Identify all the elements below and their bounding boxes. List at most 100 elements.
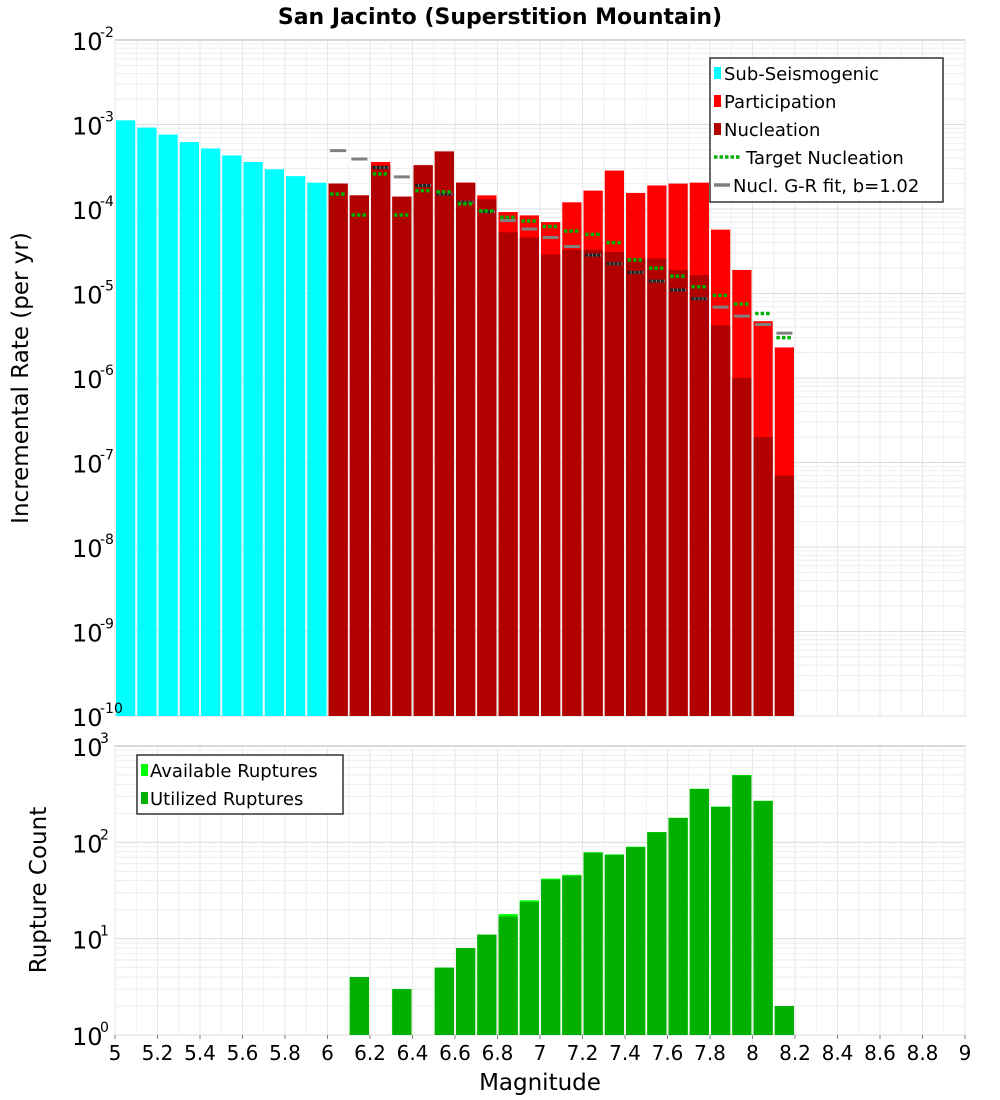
rate-y-tick-exponent: -4 (100, 194, 114, 210)
legend-label-nucleation: Nucleation (724, 120, 820, 141)
legend-label-utilized: Utilized Ruptures (150, 789, 303, 810)
bar-nucleation (711, 325, 731, 716)
bar-utilized-ruptures (711, 806, 731, 1035)
count-bars (349, 774, 794, 1035)
bar-sub-seismogenic (307, 182, 327, 716)
rate-y-tick-exponent: -9 (100, 617, 114, 633)
rate-legend-box (709, 57, 944, 203)
bar-utilized-ruptures (753, 801, 773, 1035)
legend-label-sub-seismogenic: Sub-Seismogenic (724, 64, 879, 85)
rate-y-tick-label: 10 (72, 28, 103, 56)
rate-y-tick-label: 10 (72, 113, 103, 141)
count-y-tick-exponent: 1 (100, 924, 109, 940)
x-tick-label: 6.8 (482, 1041, 514, 1065)
bar-utilized-ruptures (583, 852, 603, 1035)
x-tick-label: 7.8 (694, 1041, 726, 1065)
rate-y-tick-exponent: -10 (100, 701, 123, 717)
legend-swatch-available (141, 764, 148, 776)
bar-nucleation (604, 251, 624, 717)
x-tick-label: 8.6 (864, 1041, 896, 1065)
bar-utilized-ruptures (519, 902, 539, 1035)
bar-nucleation (562, 249, 582, 716)
x-tick-label: 8.8 (907, 1041, 939, 1065)
bar-nucleation (689, 275, 709, 716)
x-tick-label: 8.4 (822, 1041, 854, 1065)
bar-utilized-ruptures (349, 977, 369, 1035)
x-tick-label: 6 (321, 1041, 334, 1065)
legend-label-participation: Participation (724, 92, 836, 113)
rate-y-tick-label: 10 (72, 451, 103, 479)
count-y-tick-label: 10 (72, 1023, 103, 1051)
rate-legend: Sub-Seismogenic Participation Nucleation… (709, 57, 944, 203)
bar-nucleation (349, 195, 369, 717)
bar-sub-seismogenic (116, 120, 136, 717)
legend-label-gr-fit: Nucl. G-R fit, b=1.02 (733, 176, 919, 197)
rate-y-tick-label: 10 (72, 282, 103, 310)
bar-nucleation (477, 199, 497, 717)
x-tick-label: 7.4 (609, 1041, 641, 1065)
bar-utilized-ruptures (498, 916, 518, 1035)
rate-y-tick-label: 10 (72, 197, 103, 225)
legend-swatch-nucleation (714, 123, 721, 135)
x-tick-label: 5.4 (184, 1041, 216, 1065)
x-tick-label: 6.4 (397, 1041, 429, 1065)
legend-label-available: Available Ruptures (150, 761, 318, 782)
count-y-tick-exponent: 0 (100, 1020, 109, 1036)
bar-utilized-ruptures (541, 879, 561, 1035)
x-tick-label: 7.6 (652, 1041, 684, 1065)
bar-utilized-ruptures (668, 817, 688, 1035)
count-y-tick-label: 10 (72, 734, 103, 762)
rate-y-tick-label: 10 (72, 366, 103, 394)
bar-sub-seismogenic (158, 134, 178, 716)
x-tick-label: 9 (959, 1041, 972, 1065)
bar-nucleation (498, 232, 518, 716)
bar-nucleation (668, 269, 688, 716)
bar-utilized-ruptures (434, 967, 454, 1035)
bar-utilized-ruptures (774, 1006, 794, 1035)
rate-y-tick-exponent: -3 (100, 110, 114, 126)
rate-y-tick-exponent: -5 (100, 279, 114, 295)
bar-nucleation (774, 475, 794, 716)
count-gridlines (114, 746, 966, 1036)
bar-nucleation (371, 165, 391, 717)
bar-utilized-ruptures (456, 948, 476, 1035)
bar-utilized-ruptures (392, 989, 412, 1035)
bar-nucleation (413, 165, 433, 717)
count-y-axis-label: Rupture Count (26, 807, 52, 973)
x-tick-label: 6.6 (439, 1041, 471, 1065)
count-legend: Available Ruptures Utilized Ruptures (136, 754, 344, 815)
bar-sub-seismogenic (201, 148, 221, 717)
x-tick-label: 7 (534, 1041, 547, 1065)
bar-nucleation (392, 196, 412, 717)
rate-y-axis-label: Incremental Rate (per yr) (8, 232, 34, 524)
rate-y-tick-label: 10 (72, 620, 103, 648)
bar-utilized-ruptures (626, 847, 646, 1035)
bar-nucleation (626, 258, 646, 716)
bar-sub-seismogenic (222, 155, 242, 716)
x-tick-label: 5 (109, 1041, 122, 1065)
rate-line-markers (330, 149, 793, 340)
rate-y-tick-exponent: -8 (100, 532, 114, 548)
count-y-tick-label: 10 (72, 927, 103, 955)
bar-nucleation (456, 182, 476, 716)
legend-label-target-nucleation: Target Nucleation (745, 148, 904, 169)
x-axis-label: Magnitude (479, 1070, 601, 1096)
chart-title: San Jacinto (Superstition Mountain) (278, 5, 722, 30)
rate-y-tick-exponent: -2 (100, 25, 114, 41)
bar-sub-seismogenic (264, 169, 284, 716)
legend-swatch-participation (714, 95, 721, 107)
bar-nucleation (753, 437, 773, 716)
count-legend-box (136, 754, 344, 815)
bar-sub-seismogenic (137, 127, 157, 716)
bar-nucleation (732, 378, 752, 716)
rate-y-tick-exponent: -6 (100, 363, 114, 379)
bar-utilized-ruptures (477, 934, 497, 1035)
x-tick-label: 8.2 (779, 1041, 811, 1065)
bar-nucleation (647, 258, 667, 716)
legend-swatch-utilized (141, 792, 148, 804)
bar-nucleation (519, 237, 539, 717)
count-y-tick-exponent: 3 (100, 731, 109, 747)
x-tick-labels: 5 5.2 5.4 5.6 5.8 6 6.2 6.4 6.6 6.8 7 7.2 7.4 7.6 7.8 8… (109, 1035, 972, 1065)
bar-utilized-ruptures (604, 854, 624, 1035)
